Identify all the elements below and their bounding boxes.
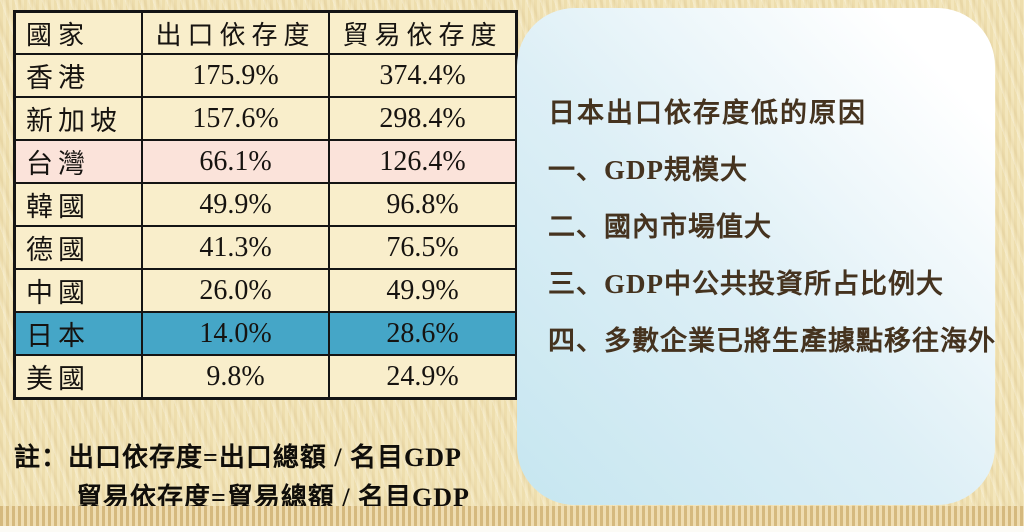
export-value: 41.3% xyxy=(141,225,330,270)
header-export-dependency: 出口依存度 xyxy=(141,10,330,55)
table-row-singapore: 新加坡 157.6% 298.4% xyxy=(13,96,518,141)
panel-reason-2: 二、國內市場值大 xyxy=(548,212,772,242)
panel-reason-1: 一、GDP規模大 xyxy=(548,155,748,185)
country-name: 中國 xyxy=(13,268,143,313)
country-name: 香港 xyxy=(13,53,143,98)
header-country: 國家 xyxy=(13,10,143,55)
trade-value: 298.4% xyxy=(328,96,518,141)
bottom-stripe-band xyxy=(0,506,1024,526)
footnote: 註：出口依存度=出口總額 / 名目GDP 貿易依存度=貿易總額 / 名目GDP xyxy=(14,438,470,518)
trade-value: 76.5% xyxy=(328,225,518,270)
country-name: 韓國 xyxy=(13,182,143,227)
trade-value: 374.4% xyxy=(328,53,518,98)
country-name: 美國 xyxy=(13,354,143,400)
export-value: 26.0% xyxy=(141,268,330,313)
export-value: 175.9% xyxy=(141,53,330,98)
country-name: 日本 xyxy=(13,311,143,356)
trade-value: 126.4% xyxy=(328,139,518,184)
table-row-usa: 美國 9.8% 24.9% xyxy=(13,354,518,400)
panel-title: 日本出口依存度低的原因 xyxy=(548,98,867,128)
table-row-japan: 日本 14.0% 28.6% xyxy=(13,311,518,356)
table-row-germany: 德國 41.3% 76.5% xyxy=(13,225,518,270)
export-value: 66.1% xyxy=(141,139,330,184)
country-name: 新加坡 xyxy=(13,96,143,141)
footnote-line-1: 註：出口依存度=出口總額 / 名目GDP xyxy=(14,443,462,472)
country-name: 台灣 xyxy=(13,139,143,184)
table-row-taiwan: 台灣 66.1% 126.4% xyxy=(13,139,518,184)
reasons-panel: 日本出口依存度低的原因 一、GDP規模大 二、國內市場值大 三、GDP中公共投資… xyxy=(517,8,995,505)
trade-value: 96.8% xyxy=(328,182,518,227)
export-value: 9.8% xyxy=(141,354,330,400)
dependency-table: 國家 出口依存度 貿易依存度 香港 175.9% 374.4% 新加坡 157.… xyxy=(13,10,518,400)
table-row-china: 中國 26.0% 49.9% xyxy=(13,268,518,313)
country-name: 德國 xyxy=(13,225,143,270)
panel-reason-4: 四、多數企業已將生產據點移往海外 xyxy=(548,326,996,356)
trade-value: 49.9% xyxy=(328,268,518,313)
table-row-hong-kong: 香港 175.9% 374.4% xyxy=(13,53,518,98)
export-value: 14.0% xyxy=(141,311,330,356)
header-trade-dependency: 貿易依存度 xyxy=(328,10,518,55)
panel-reason-3: 三、GDP中公共投資所占比例大 xyxy=(548,269,944,299)
trade-value: 24.9% xyxy=(328,354,518,400)
export-value: 157.6% xyxy=(141,96,330,141)
bottom-white-strip xyxy=(0,526,1024,532)
export-value: 49.9% xyxy=(141,182,330,227)
table-row-korea: 韓國 49.9% 96.8% xyxy=(13,182,518,227)
trade-value: 28.6% xyxy=(328,311,518,356)
table-header-row: 國家 出口依存度 貿易依存度 xyxy=(13,10,518,55)
